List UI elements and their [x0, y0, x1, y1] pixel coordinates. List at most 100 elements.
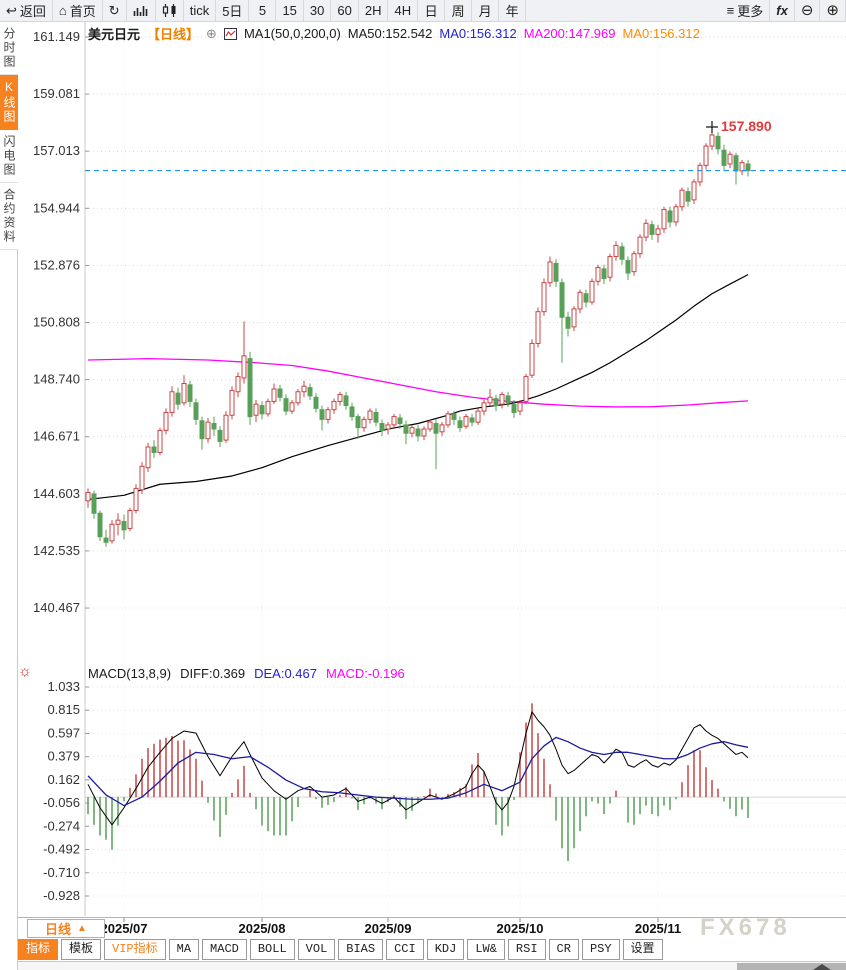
- price-axis-label: 161.149: [33, 29, 80, 44]
- zoom-out-button[interactable]: ⊖: [795, 0, 821, 21]
- tab-settings[interactable]: 设置: [622, 939, 663, 960]
- zoom-in-icon: ⊕: [826, 2, 839, 19]
- period-month-label: 月: [478, 4, 492, 19]
- more-button[interactable]: ≡ 更多: [721, 0, 771, 21]
- tab-boll[interactable]: BOLL: [249, 939, 295, 960]
- macd-axis-label: -0.928: [43, 888, 80, 903]
- indicator-settings-icon[interactable]: ☼: [18, 663, 32, 680]
- back-label: 返回: [19, 4, 46, 19]
- period-5d-label: 5日: [222, 4, 243, 19]
- price-axis-label: 148.740: [33, 372, 80, 387]
- price-axis-label: 140.467: [33, 600, 80, 615]
- period-day-label: 日: [424, 4, 438, 19]
- refresh-icon: ↻: [108, 3, 120, 18]
- price-axis-label: 159.081: [33, 86, 80, 101]
- x-axis-month-label: 2025/07: [101, 921, 148, 936]
- tick-label: tick: [189, 3, 210, 18]
- period-5d-button[interactable]: 5日: [216, 0, 250, 21]
- tab-vol[interactable]: VOL: [297, 939, 336, 960]
- indicator-tabs-row: 指标 模板 VIP指标 MA MACD BOLL VOL BIAS CCI KD…: [18, 939, 663, 961]
- horizontal-scrollbar[interactable]: [0, 961, 846, 970]
- home-label: 首页: [69, 4, 96, 19]
- tab-template[interactable]: 模板: [61, 939, 102, 960]
- period-30m-label: 30: [309, 3, 325, 18]
- scrollbar-thumb[interactable]: [737, 963, 846, 970]
- period-day-button[interactable]: 日: [418, 0, 446, 21]
- add-indicator-icon[interactable]: ⊕: [206, 25, 217, 41]
- macd-axis-label: -0.056: [43, 795, 80, 810]
- price-axis-label: 142.535: [33, 543, 80, 558]
- macd-axis-label: 0.815: [47, 702, 80, 717]
- period-year-button[interactable]: 年: [499, 0, 527, 21]
- period-week-button[interactable]: 周: [445, 0, 473, 21]
- candlestick-series: [85, 126, 751, 547]
- back-button[interactable]: ↩ 返回: [0, 0, 53, 21]
- tab-vip-indicator[interactable]: VIP指标: [104, 939, 166, 960]
- macd-axis-label: 0.379: [47, 749, 80, 764]
- ma-indicator-icon[interactable]: [223, 27, 237, 40]
- candlestick-icon: [162, 4, 177, 17]
- menu-icon: ≡: [726, 3, 735, 18]
- zoom-in-button[interactable]: ⊕: [820, 0, 846, 21]
- period-2h-button[interactable]: 2H: [359, 0, 389, 21]
- period-60m-label: 60: [337, 3, 352, 18]
- tab-lw[interactable]: LW&: [467, 939, 505, 960]
- period-60m-button[interactable]: 60: [331, 0, 359, 21]
- period-month-button[interactable]: 月: [472, 0, 500, 21]
- x-axis-month-label: 2025/10: [497, 921, 544, 936]
- period-4h-label: 4H: [394, 3, 412, 18]
- tab-cci[interactable]: CCI: [386, 939, 424, 960]
- period-15m-label: 15: [282, 3, 297, 18]
- top-toolbar: ↩ 返回 ⌂ 首页 ↻ tick 5日 5 15 30 60 2H 4H 日 周 月…: [0, 0, 846, 22]
- price-axis-label: 146.671: [33, 429, 80, 444]
- scrollbar-collapse-icon[interactable]: [813, 964, 831, 970]
- refresh-button[interactable]: ↻: [103, 0, 127, 21]
- macd-axis-label: -0.710: [43, 865, 80, 880]
- period-selector-label: 日线: [45, 922, 72, 937]
- trend-chart-button[interactable]: [127, 0, 156, 21]
- period-15m-button[interactable]: 15: [276, 0, 304, 21]
- high-price-annotation: 157.890: [721, 118, 772, 134]
- back-icon: ↩: [6, 3, 17, 18]
- more-label: 更多: [737, 4, 764, 19]
- price-axis-label: 150.808: [33, 315, 80, 330]
- sidebar-tab-time-chart[interactable]: 分时图: [0, 22, 18, 75]
- sidebar-tab-kline-chart[interactable]: K线图: [0, 75, 18, 130]
- period-30m-button[interactable]: 30: [304, 0, 332, 21]
- chevron-up-icon: ▲: [77, 923, 87, 934]
- macd-axis-label: 0.162: [47, 772, 80, 787]
- sidebar-tab-lightning-chart[interactable]: 闪电图: [0, 130, 18, 183]
- sidebar-tab-contract-info[interactable]: 合约资料: [0, 183, 18, 250]
- period-4h-button[interactable]: 4H: [388, 0, 419, 21]
- price-axis-label: 152.876: [33, 257, 80, 272]
- tick-button[interactable]: tick: [184, 0, 217, 21]
- x-axis-month-label: 2025/09: [365, 921, 412, 936]
- tab-indicator[interactable]: 指标: [18, 939, 59, 960]
- tab-ma[interactable]: MA: [168, 939, 200, 960]
- home-button[interactable]: ⌂ 首页: [53, 0, 103, 21]
- home-icon: ⌂: [58, 3, 67, 18]
- period-year-label: 年: [505, 4, 519, 19]
- macd-axis-label: 0.597: [47, 725, 80, 740]
- trend-chart-icon: [133, 4, 149, 17]
- period-5m-button[interactable]: 5: [249, 0, 277, 21]
- price-axis-label: 157.013: [33, 143, 80, 158]
- tab-macd[interactable]: MACD: [202, 939, 247, 960]
- chart-type-sidebar: 分时图 K线图 闪电图 合约资料: [0, 22, 18, 970]
- macd-axis-label: -0.492: [43, 842, 80, 857]
- tab-cr[interactable]: CR: [548, 939, 579, 960]
- tab-psy[interactable]: PSY: [581, 939, 620, 960]
- candlestick-button[interactable]: [156, 0, 184, 21]
- x-axis-row: 日线 ▲: [18, 917, 846, 939]
- period-selector[interactable]: 日线 ▲: [27, 919, 105, 938]
- macd-axis-label: -0.274: [43, 818, 80, 833]
- tab-rsi[interactable]: RSI: [507, 939, 546, 960]
- macd-histogram: [87, 703, 749, 862]
- tab-bias[interactable]: BIAS: [338, 939, 384, 960]
- macd-axis-label: 1.033: [47, 679, 80, 694]
- tab-kdj[interactable]: KDJ: [426, 939, 465, 960]
- formula-button[interactable]: fx: [770, 0, 795, 21]
- x-axis-month-label: 2025/11: [635, 921, 681, 936]
